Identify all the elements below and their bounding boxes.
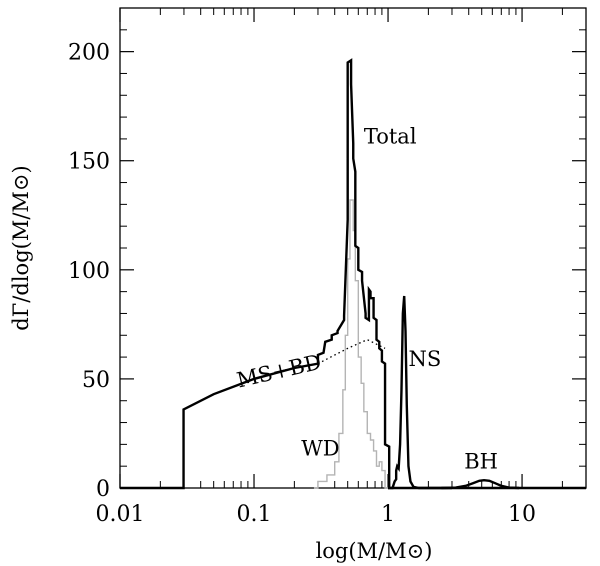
annotation-ns: NS — [408, 347, 441, 371]
y-tick-label: 150 — [68, 150, 110, 175]
y-tick-label: 100 — [68, 259, 110, 284]
x-tick-label: 1 — [381, 502, 395, 527]
y-tick-label: 0 — [96, 477, 110, 502]
y-axis-title: dΓ/dlog(M/M⊙) — [9, 165, 33, 330]
plot-frame — [119, 7, 587, 489]
annotations: Total MS+BD NS WD BH — [235, 124, 498, 473]
annotation-wd: WD — [301, 436, 339, 460]
annotation-bh: BH — [464, 449, 498, 473]
series-line-ms-bd — [317, 338, 386, 365]
annotation-ms-bd: MS+BD — [235, 350, 324, 393]
annotation-total: Total — [364, 124, 417, 148]
series-line-wd — [313, 199, 389, 489]
y-tick-label: 200 — [68, 41, 110, 66]
y-tick-label: 50 — [82, 368, 110, 393]
x-axis-title: log(M/M⊙) — [316, 539, 433, 563]
x-tick-label: 0.1 — [237, 502, 272, 527]
x-tick-label: 0.01 — [96, 502, 145, 527]
series-line-ns — [388, 295, 452, 490]
axis-ticks — [119, 8, 586, 489]
series-line-bh — [441, 478, 520, 490]
series-line-total — [120, 58, 586, 490]
x-tick-label: 10 — [508, 502, 536, 527]
series-layer — [120, 58, 586, 490]
